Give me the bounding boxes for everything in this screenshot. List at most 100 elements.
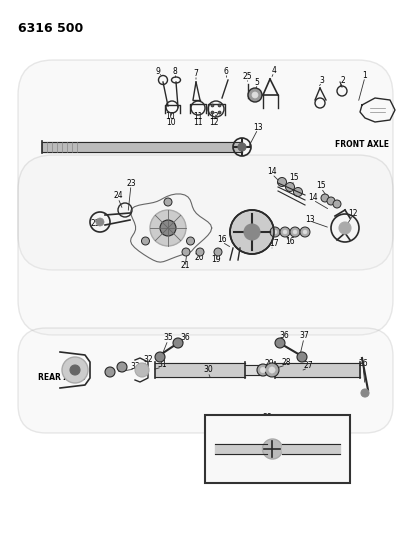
Circle shape bbox=[117, 362, 127, 372]
Circle shape bbox=[243, 224, 259, 240]
Circle shape bbox=[292, 230, 296, 234]
Text: 6: 6 bbox=[223, 67, 228, 76]
Text: 18: 18 bbox=[249, 238, 259, 246]
Circle shape bbox=[150, 210, 186, 246]
Circle shape bbox=[135, 363, 148, 377]
Text: 13: 13 bbox=[304, 214, 314, 223]
Circle shape bbox=[338, 222, 350, 234]
FancyBboxPatch shape bbox=[18, 60, 392, 270]
Text: 28: 28 bbox=[281, 359, 290, 367]
Text: 20: 20 bbox=[194, 254, 203, 262]
Text: 23: 23 bbox=[126, 179, 135, 188]
Circle shape bbox=[277, 177, 286, 187]
Text: 16: 16 bbox=[285, 238, 294, 246]
Circle shape bbox=[96, 218, 104, 226]
Circle shape bbox=[62, 357, 88, 383]
Text: 4: 4 bbox=[271, 66, 276, 75]
Circle shape bbox=[211, 104, 213, 107]
Circle shape bbox=[264, 363, 278, 377]
Circle shape bbox=[173, 338, 182, 348]
Circle shape bbox=[70, 365, 80, 375]
Circle shape bbox=[218, 111, 220, 114]
Circle shape bbox=[285, 182, 294, 191]
Circle shape bbox=[260, 367, 265, 373]
Text: 29: 29 bbox=[263, 359, 273, 368]
Text: 39: 39 bbox=[267, 432, 276, 441]
Circle shape bbox=[360, 389, 368, 397]
Text: 22: 22 bbox=[158, 225, 167, 235]
Circle shape bbox=[262, 439, 282, 459]
Text: 16: 16 bbox=[217, 236, 226, 245]
Text: 14: 14 bbox=[267, 167, 276, 176]
Circle shape bbox=[274, 338, 284, 348]
Circle shape bbox=[326, 197, 334, 205]
Text: 6316 500: 6316 500 bbox=[18, 22, 83, 35]
Circle shape bbox=[141, 237, 149, 245]
Circle shape bbox=[320, 194, 328, 202]
Circle shape bbox=[160, 220, 175, 236]
Text: 27: 27 bbox=[302, 361, 312, 370]
Text: 36: 36 bbox=[180, 334, 189, 343]
Circle shape bbox=[155, 352, 164, 362]
Text: 11: 11 bbox=[193, 118, 202, 127]
Circle shape bbox=[105, 367, 115, 377]
Text: 5: 5 bbox=[254, 77, 259, 86]
Circle shape bbox=[196, 248, 204, 256]
Circle shape bbox=[279, 227, 289, 237]
Circle shape bbox=[270, 227, 279, 237]
Text: 31: 31 bbox=[157, 360, 166, 369]
Text: FRONT AXLE: FRONT AXLE bbox=[334, 140, 388, 149]
Circle shape bbox=[299, 227, 309, 237]
Text: 25: 25 bbox=[242, 71, 251, 80]
Circle shape bbox=[293, 188, 302, 197]
FancyBboxPatch shape bbox=[18, 328, 392, 433]
Circle shape bbox=[282, 230, 286, 234]
Circle shape bbox=[218, 104, 220, 107]
Circle shape bbox=[186, 237, 194, 245]
Circle shape bbox=[237, 143, 245, 151]
Circle shape bbox=[252, 92, 257, 98]
Circle shape bbox=[296, 352, 306, 362]
Text: 7: 7 bbox=[193, 69, 198, 77]
Circle shape bbox=[182, 248, 189, 256]
Text: 38: 38 bbox=[261, 414, 271, 423]
Circle shape bbox=[213, 248, 221, 256]
Circle shape bbox=[164, 198, 172, 206]
Circle shape bbox=[302, 230, 306, 234]
Text: 19: 19 bbox=[211, 255, 220, 264]
Circle shape bbox=[256, 364, 268, 376]
Text: 10: 10 bbox=[166, 118, 175, 127]
Circle shape bbox=[268, 367, 274, 373]
Circle shape bbox=[289, 227, 299, 237]
Text: 9: 9 bbox=[155, 67, 160, 76]
Text: 24: 24 bbox=[113, 191, 123, 200]
Text: 12: 12 bbox=[209, 111, 218, 120]
Text: 35: 35 bbox=[163, 334, 173, 343]
Text: 11: 11 bbox=[193, 111, 202, 120]
Text: 21: 21 bbox=[180, 261, 189, 270]
FancyBboxPatch shape bbox=[18, 155, 392, 335]
Text: 37: 37 bbox=[299, 332, 308, 341]
Text: 3: 3 bbox=[319, 76, 324, 85]
Text: 26: 26 bbox=[357, 359, 367, 368]
Text: 14: 14 bbox=[308, 193, 317, 203]
Text: 15: 15 bbox=[315, 182, 325, 190]
Circle shape bbox=[229, 210, 273, 254]
Text: 10: 10 bbox=[165, 111, 174, 120]
Circle shape bbox=[247, 88, 261, 102]
Circle shape bbox=[211, 111, 213, 114]
Text: 12: 12 bbox=[347, 208, 357, 217]
Text: 13: 13 bbox=[253, 123, 262, 132]
Text: 15: 15 bbox=[288, 174, 298, 182]
Text: 32: 32 bbox=[143, 356, 153, 365]
Text: 8: 8 bbox=[172, 67, 177, 76]
Bar bbox=[204, 415, 349, 483]
Text: REAR AXLE: REAR AXLE bbox=[38, 374, 85, 383]
Circle shape bbox=[272, 230, 276, 234]
Text: 36: 36 bbox=[279, 332, 288, 341]
Text: 33: 33 bbox=[130, 362, 139, 372]
Text: 17: 17 bbox=[269, 239, 278, 248]
Text: 34: 34 bbox=[74, 359, 84, 368]
Text: 30: 30 bbox=[202, 366, 212, 375]
Circle shape bbox=[332, 200, 340, 208]
